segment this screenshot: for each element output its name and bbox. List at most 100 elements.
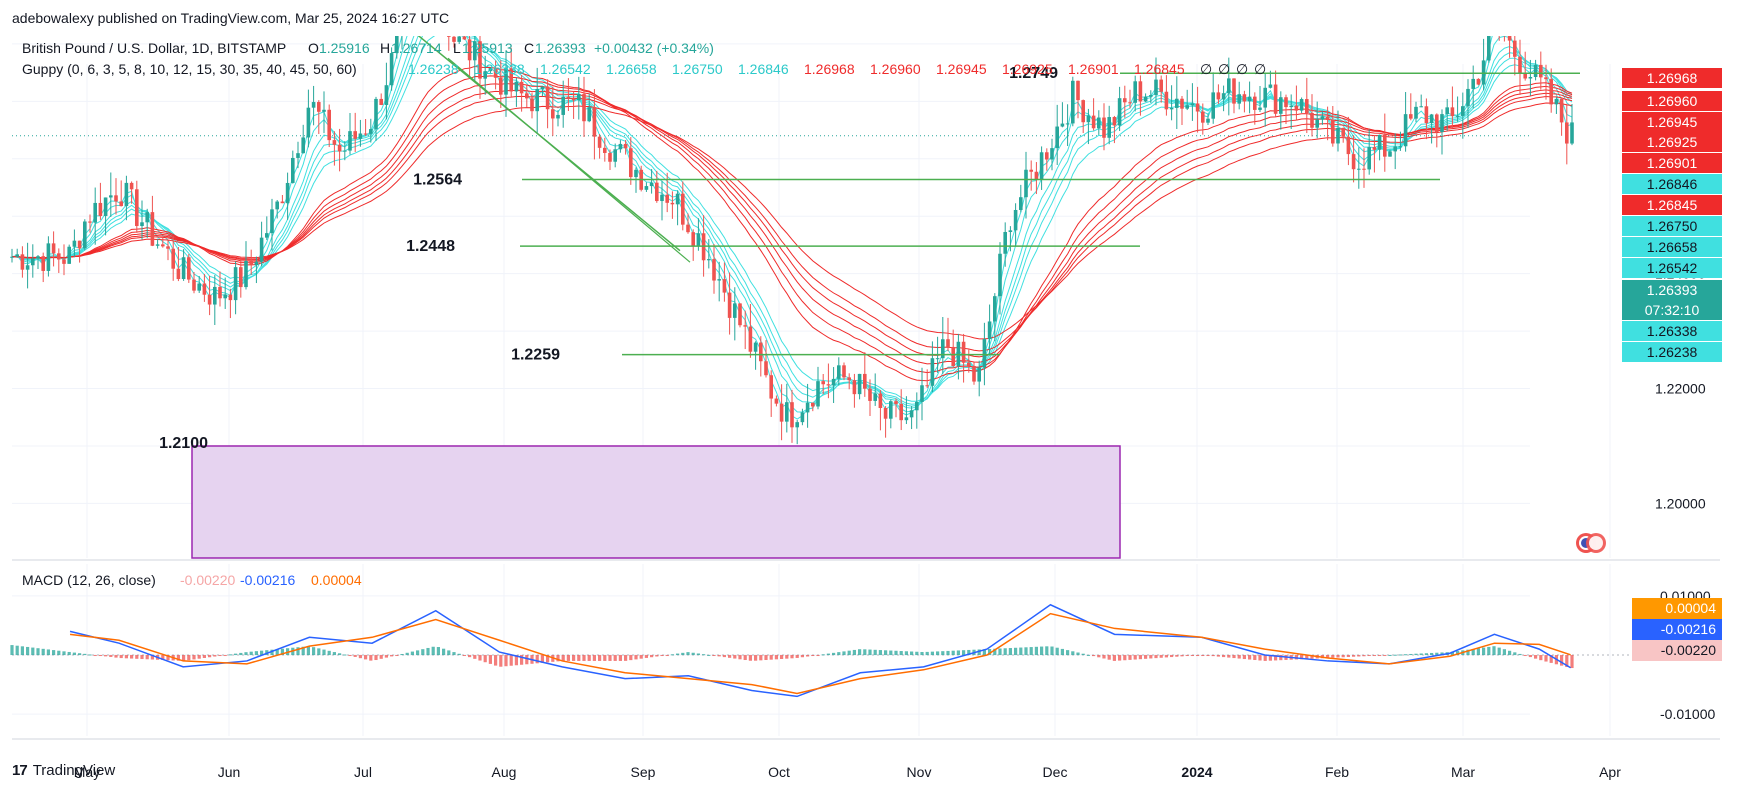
candle-body bbox=[317, 102, 321, 112]
candle-body bbox=[46, 243, 51, 271]
candle-body bbox=[1076, 80, 1080, 101]
candle-body bbox=[1383, 134, 1387, 157]
macd-histogram-bar bbox=[774, 655, 778, 660]
macd-histogram-bar bbox=[301, 646, 305, 656]
macd-histogram-bar bbox=[634, 655, 638, 660]
open-value: 1.25916 bbox=[319, 40, 370, 56]
candle-body bbox=[618, 143, 623, 150]
macd-histogram-bar bbox=[951, 650, 955, 656]
candle-body bbox=[1440, 114, 1444, 133]
macd-histogram-bar bbox=[1508, 650, 1512, 656]
close-label: C bbox=[524, 40, 534, 56]
macd-histogram-bar bbox=[639, 655, 643, 659]
candle-body bbox=[779, 403, 784, 422]
candle-body bbox=[571, 98, 576, 101]
candle-body bbox=[1310, 113, 1314, 128]
macd-histogram-bar bbox=[509, 655, 513, 666]
candle-body bbox=[514, 81, 519, 92]
macd-histogram-bar bbox=[696, 653, 700, 656]
macd-histogram-bar bbox=[738, 655, 742, 660]
published-header: adebowalexy published on TradingView.com… bbox=[12, 10, 450, 26]
candle-body bbox=[1377, 134, 1382, 150]
macd-histogram-bar bbox=[192, 655, 196, 660]
macd-tag: -0.00216 bbox=[1661, 621, 1716, 637]
support-zone bbox=[191, 445, 1121, 559]
time-tick-label: Jun bbox=[218, 764, 241, 780]
macd-histogram-bar bbox=[483, 655, 487, 663]
macd-histogram-bar bbox=[1060, 648, 1064, 656]
macd-histogram-bar bbox=[462, 655, 466, 657]
candle-body bbox=[603, 147, 607, 153]
macd-histogram-bar bbox=[176, 655, 180, 661]
candle-body bbox=[1487, 36, 1491, 61]
macd-histogram-bar bbox=[863, 649, 867, 656]
candle-body bbox=[1195, 103, 1200, 112]
macd-histogram-bar bbox=[1196, 655, 1200, 657]
candle-body bbox=[805, 402, 810, 413]
macd-histogram-bar bbox=[629, 655, 633, 661]
macd-histogram-bar bbox=[213, 655, 217, 657]
descending-trendline-lower bbox=[447, 57, 691, 263]
candle-body bbox=[1201, 111, 1205, 123]
macd-histogram-bar bbox=[1133, 655, 1137, 660]
price-tag: 07:32:10 bbox=[1645, 302, 1700, 318]
tradingview-logo-icon[interactable]: 17 bbox=[12, 762, 28, 779]
candle-body bbox=[613, 149, 617, 162]
macd-histogram-bar bbox=[561, 655, 565, 661]
candle-body bbox=[202, 283, 207, 295]
macd-histogram-bar bbox=[842, 651, 846, 656]
macd-histogram-bar bbox=[1435, 652, 1439, 656]
candle-body bbox=[1403, 114, 1408, 147]
price-tag-bg bbox=[1622, 237, 1722, 257]
price-tag: 1.26960 bbox=[1647, 93, 1698, 109]
macd-histogram-bar bbox=[1102, 655, 1106, 659]
macd-histogram-bar bbox=[988, 648, 992, 656]
candle-body bbox=[582, 94, 586, 122]
macd-histogram-bar bbox=[603, 655, 607, 661]
macd-histogram-bar bbox=[1045, 646, 1049, 656]
price-tag-bg bbox=[1622, 132, 1722, 152]
candle-body bbox=[738, 303, 742, 326]
candle-body bbox=[842, 365, 846, 378]
candle-body bbox=[1175, 98, 1179, 108]
candle-body bbox=[592, 107, 597, 137]
candle-body bbox=[1247, 96, 1252, 102]
candle-body bbox=[1341, 127, 1345, 137]
candle-body bbox=[197, 283, 201, 291]
candle-body bbox=[374, 98, 378, 130]
macd-histogram-bar bbox=[1128, 655, 1132, 660]
macd-histogram-bar bbox=[494, 655, 498, 666]
macd-histogram-bar bbox=[941, 651, 945, 656]
macd-histogram-bar bbox=[504, 655, 508, 667]
candle-body bbox=[1133, 81, 1137, 103]
macd-histogram-bar bbox=[436, 647, 440, 656]
macd-histogram-bar bbox=[1003, 648, 1007, 656]
macd-histogram-bar bbox=[140, 655, 144, 660]
candle-body bbox=[946, 339, 950, 347]
brand-name[interactable]: TradingView bbox=[32, 762, 116, 779]
macd-histogram-bar bbox=[660, 655, 664, 657]
candle-body bbox=[1357, 168, 1361, 170]
candle-body bbox=[10, 256, 14, 258]
macd-histogram-bar bbox=[587, 655, 591, 661]
macd-histogram-bar bbox=[566, 655, 570, 661]
macd-tag: -0.00220 bbox=[1661, 642, 1716, 658]
candle-body bbox=[545, 86, 550, 110]
candlesticks bbox=[10, 36, 1574, 445]
candle-body bbox=[1559, 98, 1564, 123]
macd-histogram-bar bbox=[67, 651, 71, 656]
candle-body bbox=[270, 209, 274, 234]
macd-histogram-bar bbox=[10, 645, 14, 656]
macd-histogram-bar bbox=[20, 646, 24, 656]
candle-body bbox=[722, 279, 727, 293]
flag-icon[interactable] bbox=[1576, 533, 1606, 553]
guppy-fast-value: 1.26658 bbox=[606, 61, 657, 77]
macd-histogram-bar bbox=[780, 655, 784, 659]
candle-body bbox=[993, 296, 997, 322]
macd-histogram-bar bbox=[535, 655, 539, 664]
candle-body bbox=[1045, 152, 1049, 160]
macd-histogram-bar bbox=[1497, 647, 1501, 656]
macd-histogram-bar bbox=[119, 655, 123, 659]
macd-histogram-bar bbox=[275, 649, 279, 656]
